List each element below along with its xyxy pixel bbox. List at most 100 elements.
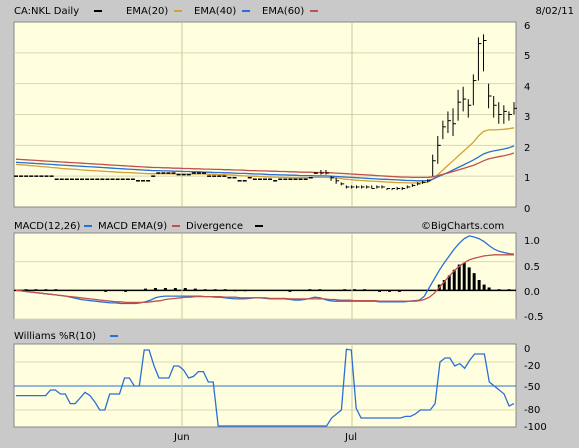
ema-line-2	[15, 145, 515, 182]
divergence-bar	[487, 287, 491, 291]
divergence-bar	[143, 288, 147, 291]
price-bar	[386, 188, 390, 191]
x-axis-label-jun: Jun	[173, 432, 190, 443]
macd-tick-label: -0.5	[524, 312, 544, 323]
price-tick-label: 3	[524, 112, 530, 123]
price-bar	[437, 136, 441, 164]
divergence-bar	[163, 288, 167, 291]
price-tick-label: 4	[524, 82, 530, 93]
chart-date: 8/02/11	[535, 6, 574, 17]
macd-legend: MACD(12,26) MACD EMA(9) Divergence ©BigC…	[14, 221, 504, 232]
divergence-bar	[193, 288, 197, 291]
legend-label-price: CA:NKL Daily	[14, 6, 79, 17]
divergence-bar	[243, 289, 247, 292]
divergence-bar	[203, 289, 207, 291]
price-bar	[371, 185, 375, 189]
macd-y-ticks: 1.0 0.5 0.0 -0.5	[524, 236, 544, 323]
legend-label-williams: Williams %R(10)	[14, 331, 96, 342]
price-bar	[325, 170, 329, 175]
price-bar	[513, 102, 517, 115]
macd-tick-label: 0.0	[524, 287, 540, 298]
price-bar	[467, 99, 472, 118]
macd-panel: MACD(12,26) MACD EMA(9) Divergence ©BigC…	[13, 221, 544, 323]
price-bar	[345, 185, 350, 189]
ema-line-3	[15, 152, 515, 179]
divergence-bar	[472, 273, 476, 291]
price-bar	[335, 177, 340, 184]
price-tick-label: 1	[524, 173, 530, 184]
divergence-bar	[54, 289, 58, 291]
price-bars	[14, 34, 517, 191]
williams-tick-label: -100	[524, 422, 547, 433]
price-tick-label: 6	[524, 21, 530, 32]
divergence-bar	[397, 290, 401, 292]
macd-tick-label: 1.0	[524, 236, 540, 247]
price-bar	[350, 185, 355, 189]
price-bar	[432, 154, 436, 177]
price-header	[0, 0, 579, 21]
macd-tick-label: 0.5	[524, 262, 540, 273]
price-bar	[376, 185, 380, 189]
williams-tick-label: -50	[524, 382, 540, 393]
price-bar	[477, 37, 482, 81]
source-label: ©BigCharts.com	[421, 221, 504, 232]
macd-signal-line	[15, 254, 514, 304]
macd-plot-area	[13, 232, 517, 320]
williams-y-ticks: 0 -20 -50 -80 -100	[524, 344, 547, 433]
price-bar	[330, 176, 335, 181]
divergence-bar	[308, 289, 312, 291]
price-bar	[396, 186, 401, 191]
price-bar	[442, 120, 446, 140]
divergence-bar	[378, 290, 382, 292]
price-bar	[355, 185, 360, 189]
divergence-bar	[353, 289, 357, 291]
price-ema-lines	[15, 127, 515, 184]
price-bar	[416, 182, 421, 186]
divergence-bar	[447, 275, 451, 291]
divergence-bar	[173, 288, 177, 291]
legend-label-macd: MACD(12,26)	[14, 221, 81, 232]
divergence-bar	[104, 290, 108, 292]
legend-label-ema60: EMA(60)	[262, 6, 304, 17]
divergence-bar	[343, 289, 347, 291]
price-bar	[422, 180, 426, 184]
divergence-bar	[44, 289, 48, 291]
price-tick-label: 0	[524, 204, 530, 215]
williams-panel: Williams %R(10) 0 -20 -50 -80 -100 Jun J…	[13, 331, 547, 443]
divergence-bar	[442, 280, 446, 291]
williams-line	[16, 348, 515, 427]
price-bar	[488, 83, 492, 109]
price-bar	[508, 111, 512, 121]
divergence-bar	[497, 289, 501, 291]
williams-tick-label: -80	[524, 405, 540, 416]
price-bar	[457, 89, 462, 121]
divergence-bar	[24, 289, 28, 291]
legend-label-divergence: Divergence	[186, 221, 243, 232]
price-bar	[320, 170, 324, 175]
divergence-bar	[288, 290, 292, 292]
divergence-bar	[482, 284, 486, 291]
williams-legend: Williams %R(10)	[14, 331, 118, 342]
price-bar	[462, 86, 467, 112]
price-tick-label: 5	[524, 51, 530, 62]
price-bar	[503, 105, 507, 124]
williams-grid	[14, 344, 516, 427]
divergence-bar	[34, 289, 38, 291]
macd-grid	[14, 233, 516, 320]
legend-label-macd-ema: MACD EMA(9)	[98, 221, 167, 232]
price-bar	[411, 183, 416, 187]
price-bar	[427, 179, 431, 183]
price-panel: CA:NKL Daily EMA(20) EMA(40) EMA(60) 8/0…	[0, 0, 579, 215]
legend-label-ema40: EMA(40)	[194, 6, 236, 17]
price-tick-label: 2	[524, 143, 530, 154]
divergence-bar	[223, 289, 227, 291]
price-bar	[483, 34, 487, 72]
price-bar	[361, 185, 365, 189]
price-bar	[340, 182, 345, 186]
price-bar	[401, 186, 406, 191]
price-bar	[381, 185, 385, 189]
price-y-ticks: 6 5 4 3 2 1 0	[524, 21, 530, 215]
price-bar	[493, 96, 497, 118]
divergence-bar	[388, 290, 391, 292]
